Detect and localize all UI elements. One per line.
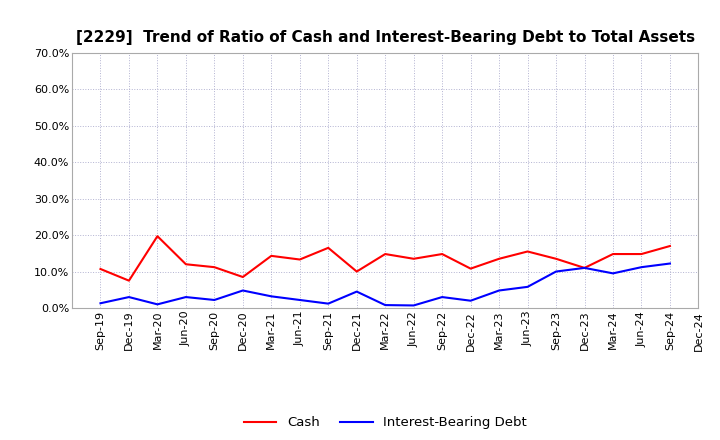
Interest-Bearing Debt [96,301,105,306]
Interest-Bearing Debt [381,302,390,308]
Title: [2229]  Trend of Ratio of Cash and Interest-Bearing Debt to Total Assets: [2229] Trend of Ratio of Cash and Intere… [76,29,695,45]
Interest-Bearing Debt [125,294,133,300]
Cash [210,264,219,270]
Cash [495,256,503,261]
Interest-Bearing Debt [153,302,162,307]
Legend: Cash, Interest-Bearing Debt: Cash, Interest-Bearing Debt [238,411,532,434]
Interest-Bearing Debt [580,265,589,271]
Cash [295,257,304,262]
Line: Cash: Cash [101,236,670,281]
Interest-Bearing Debt [523,284,532,290]
Interest-Bearing Debt [181,294,190,300]
Interest-Bearing Debt [410,303,418,308]
Cash [552,256,560,261]
Cash [608,251,617,257]
Cash [467,266,475,271]
Cash [181,262,190,267]
Cash [324,245,333,250]
Line: Interest-Bearing Debt: Interest-Bearing Debt [101,264,670,305]
Cash [381,251,390,257]
Cash [438,251,446,257]
Interest-Bearing Debt [467,298,475,303]
Interest-Bearing Debt [295,297,304,303]
Interest-Bearing Debt [210,297,219,303]
Cash [523,249,532,254]
Cash [238,275,247,280]
Cash [580,265,589,271]
Interest-Bearing Debt [637,264,646,270]
Interest-Bearing Debt [352,289,361,294]
Cash [665,243,674,249]
Interest-Bearing Debt [238,288,247,293]
Cash [267,253,276,259]
Cash [153,234,162,239]
Cash [125,278,133,283]
Interest-Bearing Debt [665,261,674,266]
Interest-Bearing Debt [267,293,276,299]
Cash [637,251,646,257]
Cash [410,256,418,261]
Interest-Bearing Debt [608,271,617,276]
Interest-Bearing Debt [324,301,333,306]
Interest-Bearing Debt [495,288,503,293]
Cash [96,266,105,271]
Cash [352,269,361,274]
Interest-Bearing Debt [552,269,560,274]
Interest-Bearing Debt [438,294,446,300]
